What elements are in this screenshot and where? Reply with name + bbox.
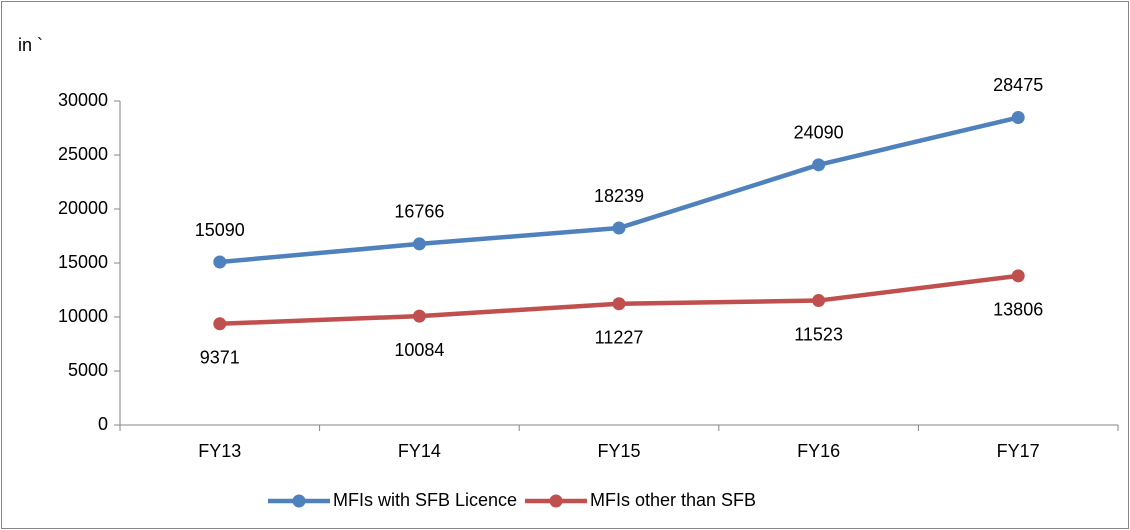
x-tick-label: FY15 bbox=[597, 441, 640, 461]
y-tick-label: 30000 bbox=[58, 90, 108, 110]
x-tick-label: FY13 bbox=[198, 441, 241, 461]
point-marker bbox=[1011, 269, 1025, 283]
data-label: 11227 bbox=[595, 327, 644, 347]
legend-label: MFIs other than SFB bbox=[590, 490, 756, 510]
data-label: 16766 bbox=[394, 202, 444, 222]
y-tick-label: 5000 bbox=[68, 360, 108, 380]
y-axis-label: in ` bbox=[18, 35, 43, 55]
x-tick-label: FY17 bbox=[997, 441, 1040, 461]
data-label: 18239 bbox=[594, 186, 644, 206]
point-marker bbox=[213, 317, 227, 331]
y-tick-label: 10000 bbox=[58, 306, 108, 326]
point-marker bbox=[812, 294, 826, 308]
legend-marker bbox=[549, 494, 563, 508]
y-tick-label: 20000 bbox=[58, 198, 108, 218]
point-marker bbox=[412, 309, 426, 323]
y-tick-label: 15000 bbox=[58, 252, 108, 272]
legend-marker bbox=[292, 494, 306, 508]
x-tick-label: FY16 bbox=[797, 441, 840, 461]
data-label: 9371 bbox=[200, 348, 240, 368]
point-marker bbox=[812, 158, 826, 172]
y-tick-label: 25000 bbox=[58, 144, 108, 164]
point-marker bbox=[1011, 110, 1025, 124]
data-label: 15090 bbox=[195, 220, 245, 240]
point-marker bbox=[612, 221, 626, 235]
data-label: 28475 bbox=[993, 75, 1043, 95]
data-label: 24090 bbox=[794, 123, 844, 143]
data-label: 11523 bbox=[794, 324, 843, 344]
legend-label: MFIs with SFB Licence bbox=[333, 490, 517, 510]
point-marker bbox=[213, 255, 227, 269]
data-label: 10084 bbox=[394, 340, 444, 360]
x-tick-label: FY14 bbox=[398, 441, 441, 461]
data-label: 13806 bbox=[993, 300, 1043, 320]
y-tick-label: 0 bbox=[98, 414, 108, 434]
point-marker bbox=[412, 237, 426, 251]
point-marker bbox=[612, 297, 626, 311]
